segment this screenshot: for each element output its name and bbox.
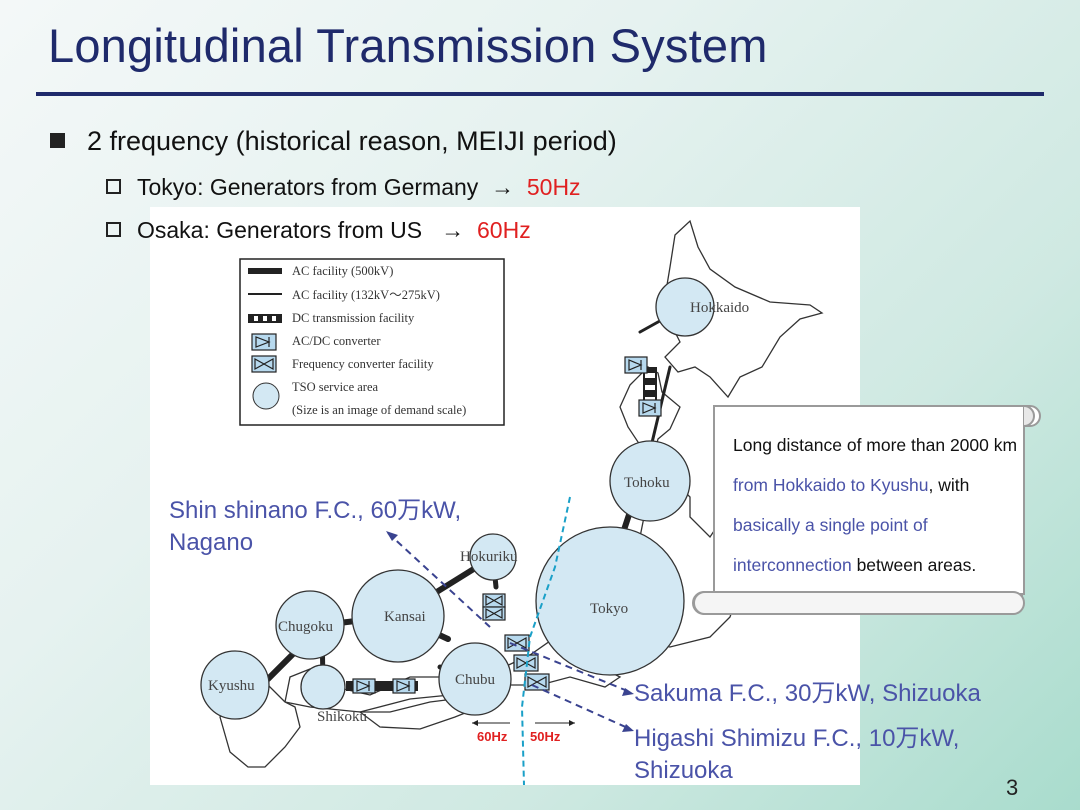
label-hokuriku: Hokuriku [460,549,518,565]
legend-acdc-converter-icon [251,333,277,351]
freq-arrows [472,720,575,726]
ac-dc-converter-icon [638,399,662,417]
legend-item: AC facility (132kV～275kV) [292,288,440,302]
sub-bullet-osaka: Osaka: Generators from US → 60Hz [106,217,531,244]
slide-title: Longitudinal Transmission System [48,19,768,72]
label-hokkaido: Hokkaido [690,300,749,316]
legend-freq-converter-icon [251,355,277,373]
legend-item: AC facility (500kV) [292,264,393,278]
arrow: → [491,174,515,200]
ac-dc-converter-icon [624,356,648,374]
legend-item: (Size is an image of demand scale) [292,403,466,417]
note-part: between areas. [856,555,977,575]
label-chugoku: Chugoku [278,619,334,635]
sub-bullet-text: Osaka: Generators from US [137,217,423,243]
label-kansai: Kansai [384,609,426,625]
label-tohoku: Tohoku [624,475,670,491]
frequency-boundary-line [520,496,571,786]
legend-ac500-icon [248,268,282,274]
arrow: → [441,217,465,243]
callout-higashi-shimizu: Higashi Shimizu F.C., 10万kW, Shizuoka [634,723,959,787]
legend-dc-icon [248,314,282,323]
callout-line: Nagano [169,529,254,556]
callout-line: Higashi Shimizu F.C., 10万kW, [634,725,960,752]
ac-dc-converter-icon [392,678,416,694]
frequency-converter-icon [513,654,539,672]
area-hokkaido [655,277,715,337]
label-kyushu: Kyushu [208,678,255,694]
area-kyushu [200,650,270,720]
note-highlight: basically a single point of interconnect… [733,515,928,575]
callout-shin-shinano: Shin shinano F.C., 60万kW, Nagano [169,495,461,559]
freq-value: 50Hz [526,174,581,200]
bullet-frequency: 2 frequency (historical reason, MEIJI pe… [50,126,617,157]
frequency-converter-icon [524,673,550,691]
note-scroll [692,405,1041,615]
area-hokuriku [469,533,517,581]
map-legend: AC facility (500kV) AC facility (132kV～2… [239,258,505,426]
area-chugoku [275,590,345,660]
note-text: Long distance of more than 2000 km from … [733,425,1023,585]
legend-item: DC transmission facility [292,311,415,325]
area-kansai [351,569,445,663]
note-part: Long distance of more than 2000 km [733,435,1018,455]
legend-area-icon [252,382,280,410]
map-60hz-label: 60Hz [477,729,508,744]
callout-line: Shizuoka [634,757,733,784]
square-bullet-icon [50,133,65,148]
legend-item: Frequency converter facility [292,357,434,371]
ac-dc-converter-icon [352,678,376,694]
label-tokyo: Tokyo [590,601,628,617]
legend-item: TSO service area [292,380,379,394]
bullet-text: 2 frequency (historical reason, MEIJI pe… [87,126,617,156]
area-tohoku [609,440,691,522]
note-highlight: from Hokkaido to Kyushu [733,475,929,495]
hollow-square-bullet-icon [106,222,121,237]
arrowheads [386,531,634,732]
dc-line-honshu-shikoku [346,681,418,691]
sub-bullet-text: Tokyo: Generators from Germany [137,174,479,200]
legend-frame [239,258,505,426]
frequency-converter-icon [482,606,506,621]
sub-bullet-tokyo: Tokyo: Generators from Germany → 50Hz [106,174,581,201]
callout-line: Shin shinano F.C., 60万kW, [169,497,462,524]
service-areas [200,277,715,720]
area-tokyo [535,526,685,676]
area-chubu [438,642,512,716]
callout-arrows [387,532,631,730]
note-part: , with [928,475,970,495]
area-shikoku [300,664,346,710]
frequency-converter-icon [482,593,506,608]
hollow-square-bullet-icon [106,179,121,194]
legend-item: AC/DC converter [292,334,381,348]
page-number: 3 [1006,775,1019,800]
map-50hz-label: 50Hz [530,729,561,744]
label-shikoku: Shikoku [317,709,368,725]
title-underline [36,92,1044,96]
freq-value: 60Hz [477,217,531,243]
callout-sakuma: Sakuma F.C., 30万kW, Shizuoka [634,680,981,707]
label-chubu: Chubu [455,672,496,688]
converter-symbols [352,356,662,694]
